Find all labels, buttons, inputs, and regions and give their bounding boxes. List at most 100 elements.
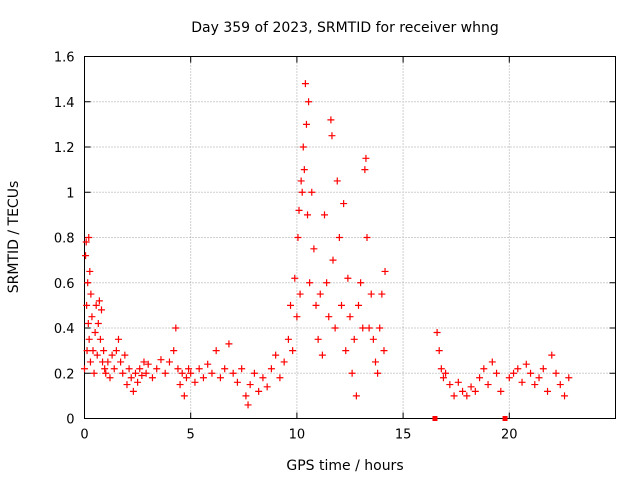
data-point (157, 356, 165, 364)
data-point (484, 381, 492, 389)
data-point (367, 290, 375, 298)
x-tick-label: 10 (289, 428, 306, 443)
data-point (365, 324, 373, 332)
data-point (354, 301, 362, 309)
data-point (246, 381, 254, 389)
data-point (527, 369, 535, 377)
data-point (338, 301, 346, 309)
data-point (101, 365, 109, 373)
data-point (123, 381, 131, 389)
data-point (306, 279, 314, 287)
data-point (87, 290, 95, 298)
data-point (329, 256, 337, 264)
data-point (90, 369, 98, 377)
data-point (84, 279, 92, 287)
data-point (493, 369, 501, 377)
data-point (435, 347, 443, 355)
y-tick-label: 0.4 (54, 322, 75, 337)
data-point (518, 378, 526, 386)
data-point (178, 369, 186, 377)
data-point (112, 347, 120, 355)
data-point (446, 381, 454, 389)
data-point (93, 351, 101, 359)
y-tick-label: 0 (66, 413, 74, 428)
data-point (539, 365, 547, 373)
data-point (514, 365, 522, 373)
data-point (225, 340, 233, 348)
data-point (108, 351, 116, 359)
data-point (565, 374, 573, 382)
data-point (212, 347, 220, 355)
data-point (548, 351, 556, 359)
y-tick-label: 1.4 (54, 96, 75, 111)
data-point (138, 372, 146, 380)
y-tick-label: 1.6 (54, 51, 75, 66)
data-point (100, 347, 108, 355)
data-point (480, 365, 488, 373)
data-point (328, 132, 336, 140)
plot-frame (84, 56, 616, 419)
data-point (94, 319, 102, 327)
data-point (136, 365, 144, 373)
data-point (83, 347, 91, 355)
data-point (497, 387, 505, 395)
data-point (85, 234, 93, 241)
data-point (439, 374, 447, 382)
data-point (88, 313, 96, 321)
data-point (301, 80, 309, 88)
data-point (86, 358, 94, 366)
data-point (96, 335, 104, 343)
data-point (91, 329, 99, 337)
data-point (144, 360, 152, 368)
data-point (450, 392, 458, 400)
x-tick-label: 15 (395, 428, 412, 443)
data-point (204, 360, 212, 368)
data-point (561, 392, 569, 400)
data-point (437, 365, 445, 373)
data-point (459, 387, 467, 395)
data-point (287, 301, 295, 309)
data-point (127, 374, 135, 382)
data-point (556, 381, 564, 389)
data-point (95, 297, 103, 305)
data-point (293, 313, 301, 321)
data-point (350, 335, 358, 343)
data-point (369, 335, 377, 343)
y-tick-label: 0.2 (54, 367, 75, 382)
data-point (488, 358, 496, 366)
data-point (325, 313, 333, 321)
data-point (454, 378, 462, 386)
data-point (298, 188, 306, 196)
data-point (216, 374, 224, 382)
data-point (295, 206, 303, 214)
data-point (531, 381, 539, 389)
data-point (148, 374, 156, 382)
data-point (316, 290, 324, 298)
data-point (374, 369, 382, 377)
data-point (376, 324, 384, 332)
data-point (331, 324, 339, 332)
x-axis-label: GPS time / hours (286, 458, 403, 474)
data-point (296, 290, 304, 298)
grid (84, 56, 616, 419)
data-point (125, 365, 133, 373)
data-point (199, 374, 207, 382)
data-point (280, 358, 288, 366)
data-point (104, 358, 112, 366)
data-point (302, 120, 310, 128)
data-point (82, 252, 90, 260)
data-point (276, 374, 284, 382)
y-tick-label: 1.2 (54, 141, 75, 156)
data-point (442, 369, 450, 377)
data-point (81, 365, 88, 373)
data-point (272, 351, 280, 359)
data-point (314, 335, 322, 343)
data-point (289, 347, 297, 355)
data-point (294, 234, 302, 241)
data-point (502, 416, 508, 421)
data-point (238, 365, 246, 373)
data-point (255, 387, 263, 395)
data-point (291, 274, 299, 282)
data-point (371, 358, 379, 366)
